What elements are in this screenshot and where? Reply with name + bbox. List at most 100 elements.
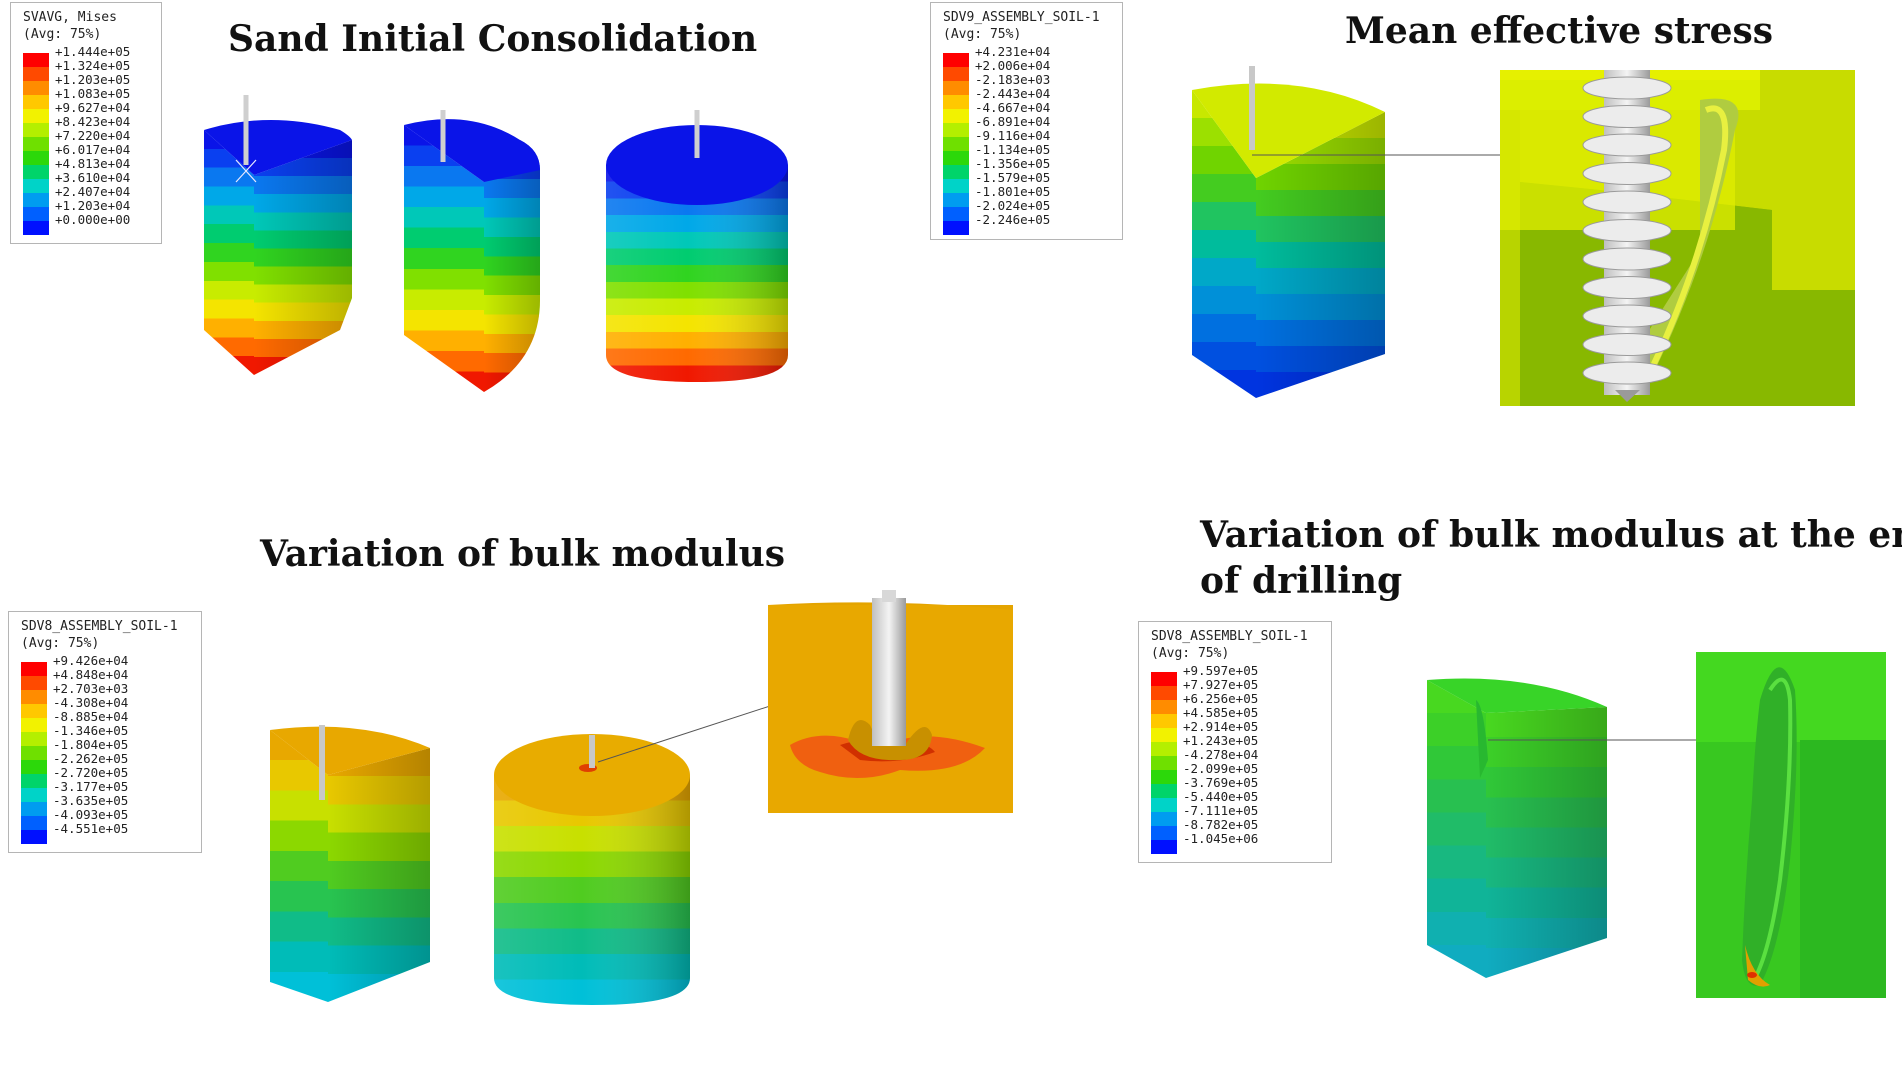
consolidation-model-half-2	[404, 110, 540, 392]
legend-value: +0.000e+00	[55, 212, 131, 227]
legend-value: -8.782e+05	[1183, 817, 1259, 832]
legend-swatch	[1151, 770, 1177, 784]
auger-flight	[1582, 247, 1672, 271]
legend-avg: (Avg: 75%)	[23, 27, 102, 42]
legend-swatch	[943, 137, 969, 151]
legend-svavg-mises: SVAVG, Mises (Avg: 75%) +1.444e+05 +1.324…	[10, 2, 162, 244]
title-bulk-modulus-end-line-2: of drilling	[1200, 560, 1403, 602]
legend-value: -1.134e+05	[975, 142, 1051, 157]
legend-value: -2.443e+04	[975, 86, 1051, 101]
legend-value: +2.407e+04	[55, 184, 131, 199]
auger-flight	[1582, 361, 1672, 385]
legend-swatch	[943, 123, 969, 137]
legend-swatch	[943, 81, 969, 95]
legend-sdv9-assembly-soil: SDV9_ASSEMBLY_SOIL-1 (Avg: 75%) +4.231e+…	[930, 2, 1123, 240]
bulk-modulus-cylinder	[494, 677, 857, 1005]
legend-title: SDV9_ASSEMBLY_SOIL-1	[943, 10, 1100, 25]
legend-avg: (Avg: 75%)	[943, 27, 1022, 42]
title-variation-of-bulk-modulus: Variation of bulk modulus	[260, 533, 786, 575]
legend-sdv8-assembly-soil-a: SDV8_ASSEMBLY_SOIL-1 (Avg: 75%) +9.426e+…	[8, 611, 202, 853]
legend-swatch	[23, 95, 49, 109]
auger-flights	[1582, 76, 1672, 385]
legend-swatch	[23, 137, 49, 151]
legend-swatch	[21, 830, 47, 844]
auger-flight	[1582, 219, 1672, 242]
legend-swatch	[1151, 798, 1177, 812]
legend-value: -3.769e+05	[1183, 775, 1259, 790]
bulk-modulus-zoom-inset	[768, 590, 1013, 813]
legend-swatch	[943, 53, 969, 67]
legend-value: -3.177e+05	[53, 779, 129, 794]
legend-swatch	[21, 802, 47, 816]
consolidation-model-cylinder-3	[606, 110, 788, 382]
legend-swatch	[23, 109, 49, 123]
legend-swatch	[21, 732, 47, 746]
legend-swatch	[943, 221, 969, 235]
legend-value: -1.346e+05	[53, 723, 129, 738]
legend-swatch	[23, 165, 49, 179]
legend-swatch	[1151, 714, 1177, 728]
legend-value: -8.885e+04	[53, 709, 129, 724]
legend-value: -2.024e+05	[975, 198, 1051, 213]
auger-shaft	[872, 598, 906, 746]
legend-value: +6.017e+04	[55, 142, 131, 157]
legend-value: -2.246e+05	[975, 212, 1051, 227]
legend-swatch	[943, 109, 969, 123]
legend-swatch	[21, 816, 47, 830]
legend-avg: (Avg: 75%)	[1151, 646, 1230, 661]
legend-swatch	[23, 81, 49, 95]
legend-swatch	[1151, 728, 1177, 742]
legend-swatch	[943, 165, 969, 179]
legend-swatch	[21, 788, 47, 802]
legend-value: -1.804e+05	[53, 737, 129, 752]
legend-value: +9.597e+05	[1183, 663, 1259, 678]
legend-value: -1.045e+06	[1183, 831, 1259, 846]
legend-value: -1.801e+05	[975, 184, 1051, 199]
legend-swatch	[943, 151, 969, 165]
legend-value: +9.627e+04	[55, 100, 131, 115]
consolidation-model-quarter-1	[204, 95, 352, 375]
legend-swatch	[943, 95, 969, 109]
legend-value: +4.848e+04	[53, 667, 129, 682]
legend-title: SDV8_ASSEMBLY_SOIL-1	[1151, 629, 1308, 644]
legend-value: -2.720e+05	[53, 765, 129, 780]
legend-value: +1.203e+05	[55, 72, 131, 87]
legend-swatch	[1151, 784, 1177, 798]
legend-swatch	[1151, 686, 1177, 700]
legend-value: -2.262e+05	[53, 751, 129, 766]
legend-value: +8.423e+04	[55, 114, 131, 129]
legend-swatch	[21, 718, 47, 732]
legend-swatch	[1151, 826, 1177, 840]
auger-flight	[1582, 133, 1672, 157]
legend-value: +2.703e+03	[53, 681, 129, 696]
legend-value: -5.440e+05	[1183, 789, 1259, 804]
legend-value: +1.324e+05	[55, 58, 131, 73]
legend-swatch	[23, 53, 49, 67]
legend-swatch	[943, 67, 969, 81]
legend-sdv8-assembly-soil-b: SDV8_ASSEMBLY_SOIL-1 (Avg: 75%) +9.597e+…	[1138, 621, 1332, 863]
legend-swatch	[1151, 812, 1177, 826]
legend-swatch	[943, 207, 969, 221]
legend-value: +7.927e+05	[1183, 677, 1259, 692]
legend-value: +4.585e+05	[1183, 705, 1259, 720]
legend-value: +7.220e+04	[55, 128, 131, 143]
legend-swatch	[21, 662, 47, 676]
legend-avg: (Avg: 75%)	[21, 636, 100, 651]
auger-flight	[1582, 162, 1672, 185]
auger-flight	[1582, 190, 1672, 214]
legend-swatch	[23, 193, 49, 207]
legend-value: -1.579e+05	[975, 170, 1051, 185]
bulk-end-quarter-model	[1427, 678, 1736, 978]
legend-swatch	[23, 123, 49, 137]
legend-title: SVAVG, Mises	[23, 10, 117, 25]
legend-swatch	[943, 193, 969, 207]
legend-swatch	[21, 746, 47, 760]
legend-value: +4.813e+04	[55, 156, 131, 171]
auger-flight	[1582, 304, 1672, 328]
auger-flight	[1582, 333, 1672, 356]
mean-stress-zoom-inset	[1500, 70, 1855, 406]
title-mean-effective-stress: Mean effective stress	[1345, 10, 1774, 52]
legend-swatch	[1151, 756, 1177, 770]
legend-value: +1.083e+05	[55, 86, 131, 101]
legend-value: +2.914e+05	[1183, 719, 1259, 734]
